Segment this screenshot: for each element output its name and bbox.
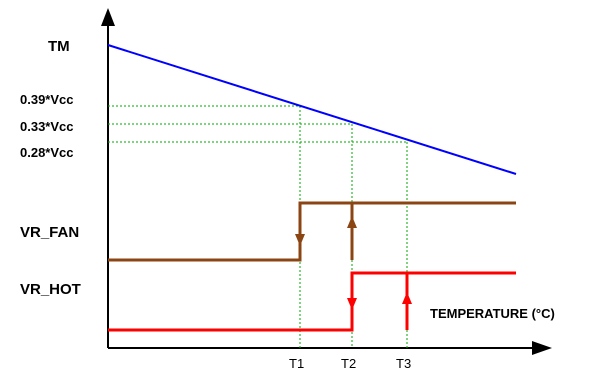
vr-hot-label: VR_HOT — [20, 281, 81, 298]
voltage-level-033: 0.33*Vcc — [20, 119, 74, 134]
tm-line — [107, 44, 517, 175]
vr-fan-down-arrow — [295, 234, 305, 246]
voltage-level-028: 0.28*Vcc — [20, 145, 74, 160]
vr-hot-signal — [108, 271, 516, 332]
vr-fan-signal — [108, 201, 516, 262]
threshold-t1: T1 — [289, 356, 304, 371]
vr-fan-up-arrow — [347, 216, 357, 228]
vr-hot-up-arrow — [402, 292, 412, 304]
y-axis-arrow — [101, 8, 115, 26]
vr-hot-down-arrow — [347, 298, 357, 310]
vr-fan-label: VR_FAN — [20, 224, 79, 241]
voltage-level-039: 0.39*Vcc — [20, 92, 74, 107]
tm-label: TM — [48, 38, 70, 55]
threshold-t3: T3 — [396, 356, 411, 371]
guide-lines — [108, 105, 408, 348]
x-axis-label: TEMPERATURE (°C) — [430, 306, 555, 321]
threshold-t2: T2 — [341, 356, 356, 371]
x-axis-arrow — [532, 341, 552, 355]
